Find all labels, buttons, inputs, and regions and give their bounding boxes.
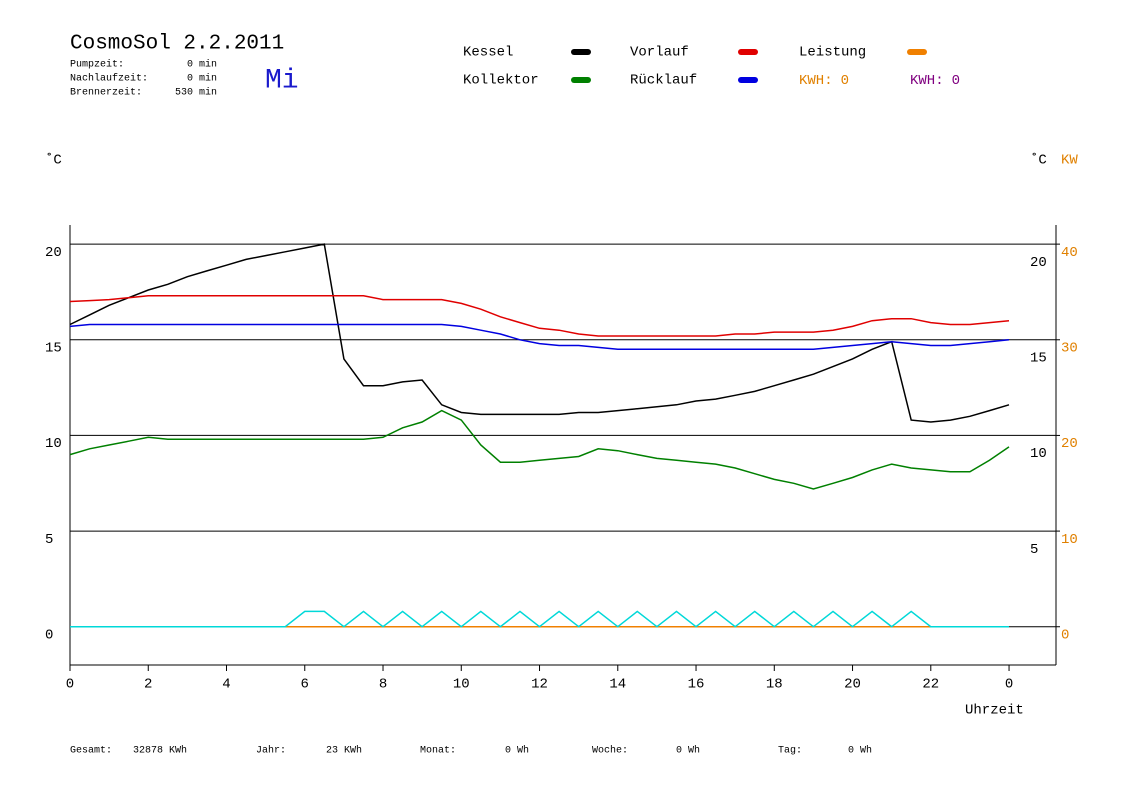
kwh: KWH: 0	[799, 73, 849, 89]
footer-label: Gesamt:	[70, 746, 112, 757]
y-tick-label: 10	[45, 436, 62, 452]
series-line	[70, 610, 1009, 628]
y2-label: KW	[1061, 153, 1078, 169]
y2-tick-label: 10	[1061, 532, 1078, 548]
y-right-tick-label: 10	[1030, 446, 1047, 462]
footer-value: 0 Wh	[848, 745, 872, 757]
footer-label: Tag:	[778, 746, 802, 757]
x-tick-label: 14	[609, 677, 626, 693]
legend-swatch	[738, 49, 758, 55]
x-tick-label: 0	[66, 677, 74, 693]
legend-label: Leistung	[799, 45, 866, 61]
footer-value: 0 Wh	[505, 745, 529, 757]
y-tick-label: 0	[45, 627, 53, 643]
y2-tick-label: 0	[1061, 627, 1069, 643]
kwh-label: KWH:	[910, 73, 944, 89]
x-tick-label: 16	[688, 677, 705, 693]
y-tick-label: 5	[45, 532, 53, 548]
x-tick-label: 4	[222, 677, 230, 693]
x-tick-label: 0	[1005, 677, 1013, 693]
y-right-tick-label: 15	[1030, 350, 1047, 366]
footer-value: 0 Wh	[676, 745, 700, 757]
legend-swatch	[907, 49, 927, 55]
footer-value: 32878 KWh	[133, 745, 187, 757]
stat-value: 0 min	[187, 59, 217, 71]
y2-tick-label: 30	[1061, 340, 1078, 356]
stat-label: Nachlaufzeit:	[70, 73, 148, 85]
kwh-label: KWH:	[799, 73, 833, 89]
x-tick-label: 18	[766, 677, 783, 693]
legend-swatch	[571, 49, 591, 55]
y-right-tick-label: 20	[1030, 255, 1047, 271]
y2-label-celsius: ˚C	[1030, 153, 1047, 169]
stat-value: 530 min	[175, 87, 217, 99]
stat-value: 0 min	[187, 73, 217, 85]
day: Mi	[265, 65, 299, 96]
footer-label: Woche:	[592, 745, 628, 757]
x-tick-label: 2	[144, 677, 152, 693]
x-tick-label: 6	[301, 677, 309, 693]
kwh: KWH: 0	[910, 73, 960, 89]
x-tick-label: 10	[453, 677, 470, 693]
stat-label: Brennerzeit:	[70, 87, 142, 99]
x-tick-label: 22	[922, 677, 939, 693]
y-right-tick-label: 5	[1030, 542, 1038, 558]
y-tick-label: 15	[45, 340, 62, 356]
legend-label: Kessel	[463, 45, 513, 61]
series-line	[69, 243, 1010, 423]
title: CosmoSol 2.2.2011	[70, 33, 284, 56]
series-line	[69, 409, 1010, 490]
y-label: ˚C	[45, 153, 62, 169]
footer-label: Monat:	[420, 746, 456, 757]
legend-label: Rücklauf	[630, 73, 697, 89]
series-line	[69, 323, 1010, 351]
footer-label: Jahr:	[256, 745, 286, 757]
y2-tick-label: 40	[1061, 245, 1078, 261]
stat-label: Pumpzeit:	[70, 59, 124, 71]
footer-value: 23 KWh	[326, 745, 362, 757]
legend-label: Vorlauf	[630, 45, 689, 61]
y2-tick-label: 20	[1061, 436, 1078, 452]
legend-label: Kollektor	[463, 73, 539, 89]
x-tick-label: 8	[379, 677, 387, 693]
x-tick-label: 20	[844, 677, 861, 693]
kwh-value: 0	[952, 73, 960, 89]
series-line	[69, 295, 1010, 337]
x-tick-label: 12	[531, 677, 548, 693]
legend-swatch	[571, 77, 591, 83]
x-label: Uhrzeit	[965, 703, 1024, 719]
legend-swatch	[738, 77, 758, 83]
kwh-value: 0	[841, 73, 849, 89]
y-tick-label: 20	[45, 245, 62, 261]
